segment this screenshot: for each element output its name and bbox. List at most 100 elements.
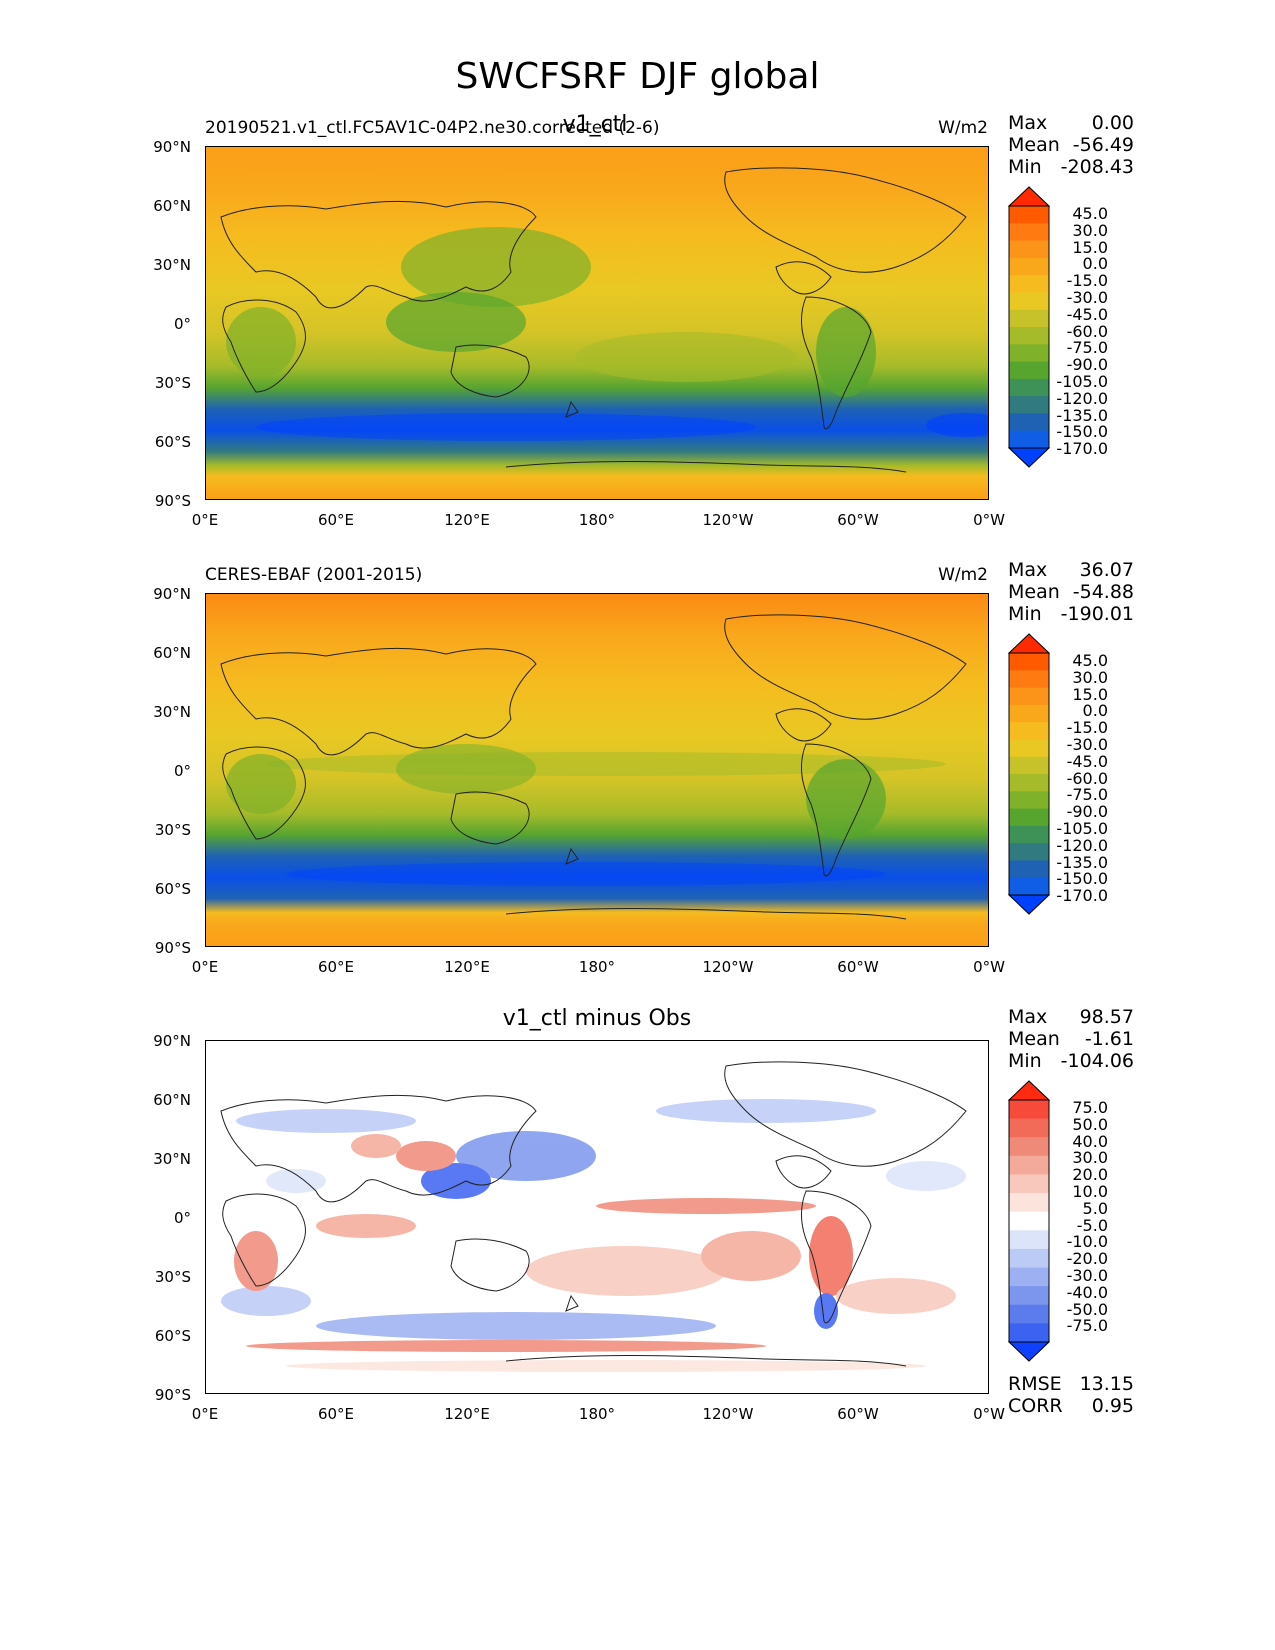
southern-ocean-blue [286,862,886,886]
xtick: 180° [578,958,616,976]
panel3-metrics: RMSE 13.15 CORR 0.95 [1008,1373,1134,1417]
max-value: 98.57 [1079,1006,1134,1028]
colorbar-label: -15.0 [1066,718,1108,738]
ytick: 0° [173,762,191,780]
colorbar-swatch [1009,1286,1049,1306]
colorbar-label: -60.0 [1066,768,1108,788]
mean-value: -1.61 [1084,1028,1134,1050]
colorbar-label: 15.0 [1072,237,1108,257]
colorbar-extend-min [1008,447,1050,468]
ytick: 90°S [154,1386,191,1404]
ytick: 30°N [153,1150,191,1168]
colorbar-swatch [1009,1155,1049,1175]
panel1-units: W/m2 [938,118,988,138]
colorbar-extend-min [1008,1341,1050,1362]
ytick: 30°N [153,256,191,274]
panel1-test-case: 20190521.v1_ctl.FC5AV1C-04P2.ne30.correc… [205,118,660,138]
colorbar-swatch [1009,257,1049,276]
xtick: 120°E [444,511,490,529]
xtick: 60°W [837,1405,879,1423]
colorbar-label: -170.0 [1056,439,1108,459]
colorbar-label: 30.0 [1072,1148,1108,1168]
panel2-stats: Max 36.07 Mean -54.88 Min -190.01 [1008,559,1134,625]
colorbar-label: 30.0 [1072,220,1108,240]
coastlines [220,614,967,920]
ytick: 90°S [154,492,191,510]
max-label: Max [1008,1006,1048,1028]
rmse-label: RMSE [1008,1373,1062,1395]
ytick: 90°S [154,939,191,957]
colorbar-label: -75.0 [1066,785,1108,805]
colorbar-label: -30.0 [1066,734,1108,754]
mean-label: Mean [1008,581,1060,603]
ytick: 90°N [153,585,191,603]
colorbar-label: -15.0 [1066,271,1108,291]
difference-blobs [221,1099,966,1372]
xtick: 0°W [973,511,1005,529]
ytick: 0° [173,315,191,333]
xtick: 120°W [702,1405,754,1423]
colorbar-label: -45.0 [1066,304,1108,324]
colorbar-label: -135.0 [1056,405,1108,425]
panel2-colorbar [1008,633,1050,915]
colorbar-label: 20.0 [1072,1165,1108,1185]
colorbar-swatch [1009,722,1049,740]
ytick: 60°N [153,1091,191,1109]
max-label: Max [1008,112,1048,134]
colorbar-swatch [1009,1304,1049,1324]
colorbar-swatch [1009,774,1049,792]
colorbar-extend-max [1008,186,1050,207]
nw-pacific-green [401,227,591,307]
ytick: 60°N [153,644,191,662]
colorbar-label: -30.0 [1066,287,1108,307]
colorbar-swatch [1009,206,1049,224]
mean-value: -54.88 [1072,581,1134,603]
min-value: -104.06 [1060,1050,1134,1072]
colorbar-swatch [1009,877,1049,896]
colorbar-swatch [1009,791,1049,810]
coastlines [220,1061,967,1367]
panel3-colorbar-labels: 75.0 50.0 40.0 30.0 20.0 10.0 5.0 -5.0 -… [1044,1098,1108,1336]
max-value: 36.07 [1079,559,1134,581]
colorbar-label: -75.0 [1066,1316,1108,1336]
colorbar-label: 30.0 [1072,667,1108,687]
colorbar-label: -45.0 [1066,751,1108,771]
corr-value: 0.95 [1091,1395,1134,1417]
xtick: 120°W [702,958,754,976]
africa-green [226,307,296,377]
colorbar-swatch [1009,1193,1049,1213]
xtick: 60°W [837,958,879,976]
colorbar-swatches [1008,186,1050,468]
xtick: 60°E [317,1405,355,1423]
colorbar-label: 75.0 [1072,1098,1108,1117]
colorbar-label: 45.0 [1072,204,1108,223]
colorbar-label: -90.0 [1066,355,1108,375]
colorbar-swatch [1009,1323,1049,1343]
colorbar-swatch [1009,361,1049,380]
max-value: 0.00 [1091,112,1134,134]
colorbar-swatch [1009,396,1049,414]
colorbar-swatch [1009,344,1049,363]
panel3-center-title: v1_ctl minus Obs [502,1006,692,1031]
colorbar-swatch [1009,240,1049,259]
colorbar-label: 50.0 [1072,1114,1108,1134]
xtick: 0°W [973,958,1005,976]
colorbar-swatch [1009,275,1049,293]
panel3-colorbar [1008,1080,1050,1362]
colorbar-swatch [1009,808,1049,827]
xtick: 120°W [702,511,754,529]
colorbar-swatch [1009,860,1049,879]
xtick: 0°W [973,1405,1005,1423]
colorbar-label: -90.0 [1066,802,1108,822]
colorbar-label: -40.0 [1066,1282,1108,1302]
xtick: 180° [578,511,616,529]
colorbar-label: 15.0 [1072,684,1108,704]
ytick: 30°S [154,821,191,839]
southern-ocean-blue-2 [926,413,988,437]
ytick: 0° [173,1209,191,1227]
colorbar-swatch [1009,327,1049,345]
min-label: Min [1008,156,1042,178]
corr-label: CORR [1008,1395,1063,1417]
colorbar-swatch [1009,430,1049,449]
colorbar-label: 45.0 [1072,651,1108,670]
